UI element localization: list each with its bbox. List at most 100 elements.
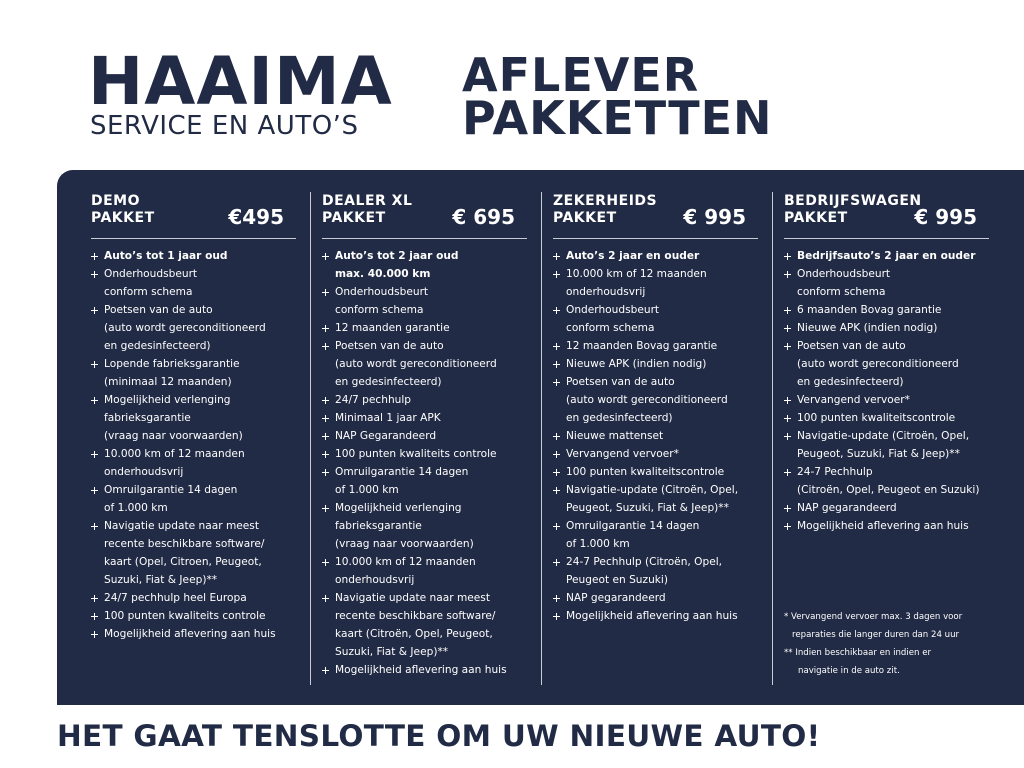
feature-text: Nieuwe mattenset [566, 430, 664, 442]
bullet [322, 505, 329, 512]
feature-text: Mogelijkheid verlenging [335, 502, 462, 514]
package-title: PAKKET [91, 210, 155, 226]
feature-text: Onderhoudsbeurt [335, 286, 429, 298]
feature-text: 24/7 pechhulp [335, 394, 412, 406]
bullet [784, 397, 791, 404]
feature-text: 10.000 km of 12 maanden [335, 556, 476, 568]
header-rule [784, 238, 989, 239]
feature-text: Poetsen van de auto [797, 340, 906, 352]
page-title: AFLEVER [462, 48, 700, 102]
feature-text: of 1.000 km [566, 538, 630, 550]
bullet [553, 343, 560, 350]
footer-slogan: HET GAAT TENSLOTTE OM UW NIEUWE AUTO! [57, 719, 821, 753]
bullet [322, 253, 329, 260]
feature-text: onderhoudsvrij [335, 574, 415, 586]
bullet [322, 469, 329, 476]
feature-text: Suzuki, Fiat & Jeep)** [335, 646, 449, 658]
feature-text: Poetsen van de auto [335, 340, 444, 352]
bullet [553, 469, 560, 476]
feature-text: Mogelijkheid aflevering aan huis [566, 610, 738, 622]
feature-text: 10.000 km of 12 maanden [566, 268, 707, 280]
header-rule [322, 238, 527, 239]
bullet [553, 271, 560, 278]
feature-text: Omruilgarantie 14 dagen [566, 520, 700, 532]
feature-text: (auto wordt gereconditioneerd [104, 322, 266, 334]
bullet [553, 595, 560, 602]
bullet [322, 343, 329, 350]
feature-text: 12 maanden Bovag garantie [566, 340, 718, 352]
bullet [91, 631, 98, 638]
package-title: PAKKET [553, 210, 617, 226]
logo-subtitle: SERVICE EN AUTO’S [90, 111, 359, 141]
bullet [322, 433, 329, 440]
package-title: PAKKET [784, 210, 848, 226]
feature-text: NAP gegarandeerd [797, 502, 897, 514]
bullet [322, 415, 329, 422]
feature-text: Navigatie-update (Citroën, Opel, [797, 430, 970, 442]
package-title: PAKKET [322, 210, 386, 226]
feature-text: Peugeot, Suzuki, Fiat & Jeep)** [797, 448, 960, 460]
bullet [784, 271, 791, 278]
bullet [553, 307, 560, 314]
bullet [91, 595, 98, 602]
feature-text: of 1.000 km [104, 502, 168, 514]
feature-text: Peugeot en Suzuki) [566, 574, 669, 586]
package-price: € 995 [914, 205, 977, 229]
feature-text: Auto’s tot 2 jaar oud [335, 250, 459, 262]
bullet [322, 289, 329, 296]
feature-text: Suzuki, Fiat & Jeep)** [104, 574, 218, 586]
bullet [322, 325, 329, 332]
header-rule [553, 238, 758, 239]
bullet [91, 613, 98, 620]
feature-text: (auto wordt gereconditioneerd [566, 394, 728, 406]
feature-text: Mogelijkheid aflevering aan huis [797, 520, 969, 532]
package-title: DEMO [91, 193, 141, 209]
feature-text: 6 maanden Bovag garantie [797, 304, 942, 316]
feature-text: (vraag naar voorwaarden) [104, 430, 243, 442]
feature-text: 24-7 Pechhulp [797, 466, 873, 478]
feature-text: en gedesinfecteerd) [335, 376, 442, 388]
feature-text: 100 punten kwaliteits controle [104, 610, 266, 622]
feature-text: 100 punten kwaliteitscontrole [566, 466, 725, 478]
bullet [322, 451, 329, 458]
feature-text: Poetsen van de auto [566, 376, 675, 388]
feature-text: en gedesinfecteerd) [104, 340, 211, 352]
logo: HAAIMA [88, 43, 393, 120]
feature-text: Bedrijfsauto’s 2 jaar en ouder [797, 250, 976, 262]
bullet [322, 595, 329, 602]
feature-text: Poetsen van de auto [104, 304, 213, 316]
package-price: € 995 [683, 205, 746, 229]
feature-text: 10.000 km of 12 maanden [104, 448, 245, 460]
feature-text: conform schema [566, 322, 655, 334]
feature-text: recente beschikbare software/ [335, 610, 496, 622]
bullet [784, 469, 791, 476]
bullet [91, 451, 98, 458]
feature-text: Omruilgarantie 14 dagen [104, 484, 238, 496]
feature-text: Vervangend vervoer* [566, 448, 679, 460]
column-separator [772, 192, 773, 685]
feature-text: max. 40.000 km [335, 268, 431, 280]
feature-text: Onderhoudsbeurt [104, 268, 198, 280]
bullet [553, 613, 560, 620]
footnote: * Vervangend vervoer max. 3 dagen voor [784, 612, 963, 622]
feature-text: Mogelijkheid aflevering aan huis [104, 628, 276, 640]
bullet [553, 523, 560, 530]
package-price: € 695 [452, 205, 515, 229]
bullet [91, 361, 98, 368]
feature-text: (Citroën, Opel, Peugeot en Suzuki) [797, 484, 980, 496]
feature-text: Onderhoudsbeurt [566, 304, 660, 316]
page-title: PAKKETTEN [462, 91, 773, 145]
feature-text: Vervangend vervoer* [797, 394, 910, 406]
feature-text: 24-7 Pechhulp (Citroën, Opel, [566, 556, 723, 568]
feature-text: recente beschikbare software/ [104, 538, 265, 550]
header-rule [91, 238, 296, 239]
bullet [784, 505, 791, 512]
feature-text: NAP Gegarandeerd [335, 430, 437, 442]
feature-text: Mogelijkheid verlenging [104, 394, 231, 406]
bullet [784, 433, 791, 440]
packages-panel [57, 170, 1024, 705]
feature-text: Navigatie-update (Citroën, Opel, [566, 484, 739, 496]
bullet [784, 325, 791, 332]
feature-text: conform schema [104, 286, 193, 298]
feature-text: of 1.000 km [335, 484, 399, 496]
